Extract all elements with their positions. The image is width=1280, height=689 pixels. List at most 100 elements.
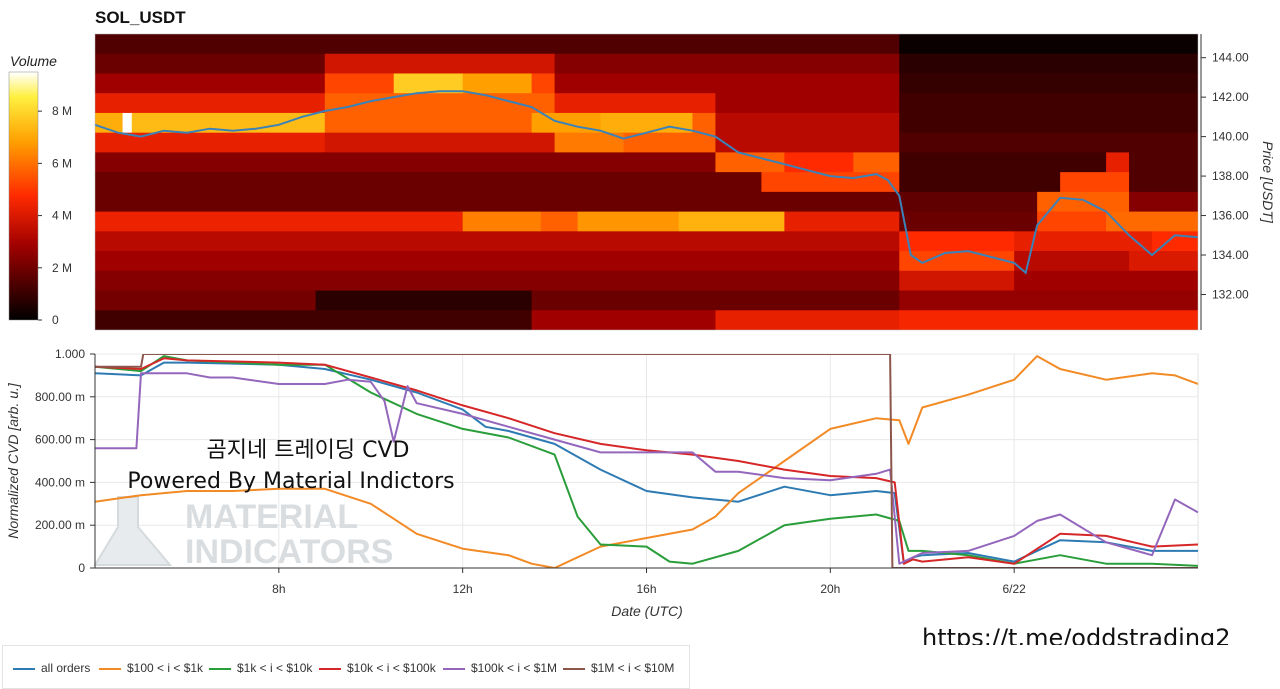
heatmap-cell [95,231,900,252]
colorbar-tick-label: 4 M [52,209,72,223]
heatmap-cell [1129,251,1198,272]
material-indicators-watermark: MATERIAL INDICATORS [93,496,393,571]
legend-swatch [209,667,231,670]
heatmap-cell [761,172,900,193]
watermark-logo-line1: MATERIAL [185,498,358,536]
heatmap-cell [95,152,716,173]
cvd-series-line [95,355,1198,568]
legend-label: $100 < i < $1k [127,661,204,675]
chart-canvas: SOL_USDT 144.00142.00140.00138.00136.001… [5,8,1276,645]
heatmap-cell [95,251,900,272]
heatmap-cell [131,112,326,134]
watermark-logo-line2: INDICATORS [185,533,393,571]
heatmap-cell [715,112,900,134]
heatmap-cell [899,290,1198,311]
cvd-y-axis: 0 200.00 m 400.00 m 600.00 m 800.00 m 1.000 [35,347,96,575]
heatmap-cell [899,152,1107,173]
heatmap-cell [784,211,900,232]
heatmap-cell [95,93,326,114]
legend-swatch [99,667,121,670]
heatmap-cell [95,270,900,292]
price-line [95,90,1198,275]
cvd-series [95,354,1198,568]
price-axis-label: Price [USDT] [1260,141,1276,224]
heatmap-cell [678,211,785,232]
heatmap-cell [95,191,900,213]
heatmap-cell [899,270,1015,292]
heatmap-cell [531,310,716,330]
heatmap-cell [899,93,1198,114]
cvd-series-line [95,357,1198,565]
heatmap-bands [95,34,1198,330]
heatmap-cell [95,290,317,311]
heatmap-cell [1129,152,1198,173]
cvd-x-axis: 8h 12h 16h 20h 6/22 [95,567,1198,596]
heatmap-cell [1014,251,1130,272]
overlay-subtitle: Powered By Material Indictors [127,469,454,494]
cvd-y-tick-label: 600.00 m [35,433,85,447]
chart-title: SOL_USDT [95,8,186,27]
colorbar-tick-label: 2 M [52,261,72,275]
heatmap-cell [899,231,1015,252]
heatmap-cell [899,73,1198,94]
cvd-y-tick-label: 1.000 [55,347,85,361]
legend-item[interactable]: $10k < i < $100k [319,661,436,675]
overlay-title: 곰지네 트레이딩 CVD [206,438,409,463]
heatmap-cell [324,132,556,153]
heatmap-cell [1106,211,1198,232]
heatmap-cell [554,132,625,153]
flask-icon [93,496,173,566]
heatmap-cell [95,132,326,153]
heatmap-cell [715,132,900,153]
heatmap-cell [1106,152,1130,173]
heatmap-cell [899,132,1198,153]
price-tick-label: 144.00 [1212,51,1249,65]
heatmap-cell [1060,172,1130,193]
legend-item[interactable]: $1k < i < $10k [209,661,312,675]
colorbar [8,71,39,321]
cvd-y-tick-label: 800.00 m [35,390,85,404]
telegram-url[interactable]: https://t.me/oddstrading2 [922,624,1231,645]
heatmap-cell [462,211,542,232]
cvd-y-axis-label: Normalized CVD [arb. u.] [5,382,21,539]
cvd-x-tick-label: 12h [453,582,473,596]
heatmap-cell [715,93,900,114]
cvd-y-tick-label: 0 [78,561,85,575]
cvd-x-tick-label: 6/22 [1002,582,1026,596]
legend-item[interactable]: $1M < i < $10M [563,661,674,675]
heatmap-frame [94,33,1199,331]
cvd-series-line [95,361,1198,565]
heatmap-cell [95,172,762,193]
heatmap-cell [899,34,1198,55]
heatmap-cell [324,112,533,134]
heatmap-cell [122,112,133,134]
heatmap-cell [899,53,1198,74]
heatmap-cell [1129,191,1198,213]
colorbar-ticks: 0 2 M 4 M 6 M 8 M [38,104,72,327]
price-tick-label: 134.00 [1212,248,1249,262]
heatmap-cell [899,172,1061,193]
heatmap-cell [1014,270,1198,292]
heatmap-cell [623,132,716,153]
cvd-x-tick-label: 16h [636,582,656,596]
legend-swatch [443,667,465,670]
legend-label: $1k < i < $10k [237,661,313,675]
heatmap-cell [95,73,326,94]
price-tick-label: 140.00 [1212,130,1249,144]
heatmap-cell [462,73,533,94]
legend-item[interactable]: $100 < i < $1k [99,661,203,675]
price-axis: 144.00 142.00 140.00 138.00 136.00 134.00 132.… [1200,34,1249,330]
heatmap-cell [899,211,1038,232]
cvd-x-tick-label: 8h [272,582,285,596]
legend-item[interactable]: $100k < i < $1M [443,661,557,675]
price-tick-label: 138.00 [1212,169,1249,183]
legend-swatch [319,667,341,670]
legend-label: $10k < i < $100k [347,661,436,675]
heatmap-cell [1129,172,1198,193]
price-tick-label: 142.00 [1212,90,1249,104]
heatmap-cell [577,211,680,232]
heatmap-cell [95,211,464,232]
heatmap-cell [315,290,533,311]
colorbar-label: Volume [10,53,57,69]
legend-item[interactable]: all orders [13,661,90,675]
